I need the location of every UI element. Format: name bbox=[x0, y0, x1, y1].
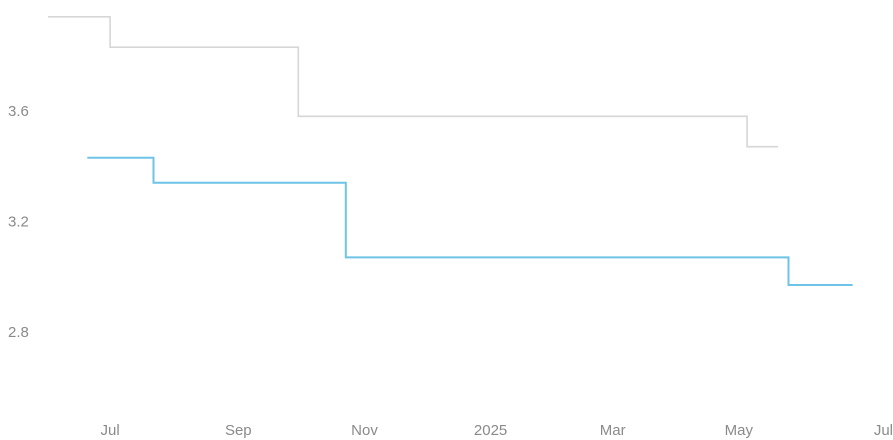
y-axis: 2.8 3.2 3.6 bbox=[8, 103, 29, 341]
y-tick-label: 3.6 bbox=[8, 103, 29, 120]
series-2-line bbox=[87, 156, 853, 286]
x-tick-label: Mar bbox=[600, 422, 626, 439]
y-tick-label: 2.8 bbox=[8, 324, 29, 341]
series-layer bbox=[48, 16, 853, 286]
x-tick-label: Nov bbox=[351, 422, 378, 439]
x-tick-label: Sep bbox=[225, 422, 252, 439]
x-tick-label: Jul bbox=[874, 422, 893, 439]
x-axis: Jul Sep Nov 2025 Mar May Jul bbox=[101, 422, 893, 439]
x-tick-label: Jul bbox=[101, 422, 120, 439]
series-1-line bbox=[48, 16, 779, 148]
x-tick-label: May bbox=[725, 422, 754, 439]
y-tick-label: 3.2 bbox=[8, 213, 29, 230]
x-tick-label: 2025 bbox=[474, 422, 507, 439]
